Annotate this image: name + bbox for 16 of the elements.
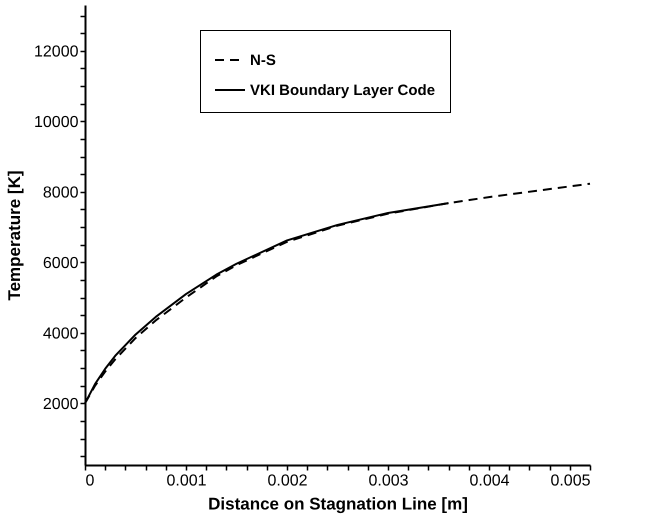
y-tick-label: 8000 xyxy=(42,184,79,202)
x-tick-label: 0.001 xyxy=(166,472,207,490)
legend-label: N-S xyxy=(250,52,276,69)
y-tick-label: 6000 xyxy=(42,254,79,272)
y-tick-label: 12000 xyxy=(34,43,79,60)
y-tick-label: 2000 xyxy=(42,396,79,413)
y-tick-label: 4000 xyxy=(42,325,79,342)
legend-label: VKI Boundary Layer Code xyxy=(250,82,436,99)
x-tick-label: 0.004 xyxy=(469,472,510,490)
y-axis-title: Temperature [K] xyxy=(5,170,24,301)
y-tick-label: 10000 xyxy=(34,114,79,131)
x-axis-title: Distance on Stagnation Line [m] xyxy=(208,494,468,514)
x-tick-label: 0 xyxy=(86,472,94,490)
x-tick-label: 0.005 xyxy=(550,472,591,490)
x-tick-label: 0.002 xyxy=(267,472,308,490)
x-tick-label: 0.003 xyxy=(368,472,409,490)
